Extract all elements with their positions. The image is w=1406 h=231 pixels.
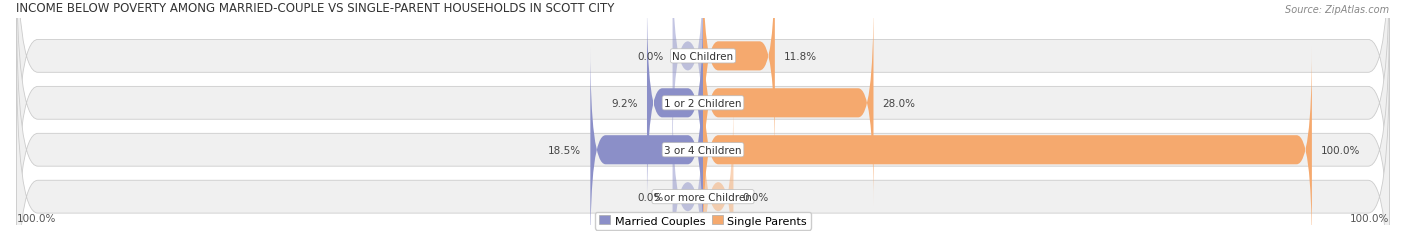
Text: INCOME BELOW POVERTY AMONG MARRIED-COUPLE VS SINGLE-PARENT HOUSEHOLDS IN SCOTT C: INCOME BELOW POVERTY AMONG MARRIED-COUPL…	[17, 2, 614, 15]
Text: 18.5%: 18.5%	[548, 145, 581, 155]
FancyBboxPatch shape	[17, 50, 1389, 231]
Text: 5 or more Children: 5 or more Children	[654, 192, 752, 202]
Text: 9.2%: 9.2%	[612, 98, 638, 108]
Text: 1 or 2 Children: 1 or 2 Children	[664, 98, 742, 108]
FancyBboxPatch shape	[703, 1, 873, 206]
Text: 0.0%: 0.0%	[742, 192, 769, 202]
Text: 3 or 4 Children: 3 or 4 Children	[664, 145, 742, 155]
Text: 100.0%: 100.0%	[1322, 145, 1361, 155]
FancyBboxPatch shape	[703, 48, 1312, 231]
FancyBboxPatch shape	[591, 48, 703, 231]
FancyBboxPatch shape	[672, 0, 703, 159]
Text: Source: ZipAtlas.com: Source: ZipAtlas.com	[1285, 5, 1389, 15]
Text: 100.0%: 100.0%	[17, 213, 56, 223]
Text: 28.0%: 28.0%	[883, 98, 915, 108]
Legend: Married Couples, Single Parents: Married Couples, Single Parents	[595, 212, 811, 230]
FancyBboxPatch shape	[703, 94, 734, 231]
FancyBboxPatch shape	[17, 0, 1389, 204]
FancyBboxPatch shape	[17, 3, 1389, 231]
Text: 11.8%: 11.8%	[785, 52, 817, 62]
FancyBboxPatch shape	[647, 1, 703, 206]
Text: 0.0%: 0.0%	[637, 192, 664, 202]
FancyBboxPatch shape	[703, 0, 775, 159]
Text: 0.0%: 0.0%	[637, 52, 664, 62]
Text: 100.0%: 100.0%	[1350, 213, 1389, 223]
FancyBboxPatch shape	[672, 94, 703, 231]
Text: No Children: No Children	[672, 52, 734, 62]
FancyBboxPatch shape	[17, 0, 1389, 231]
